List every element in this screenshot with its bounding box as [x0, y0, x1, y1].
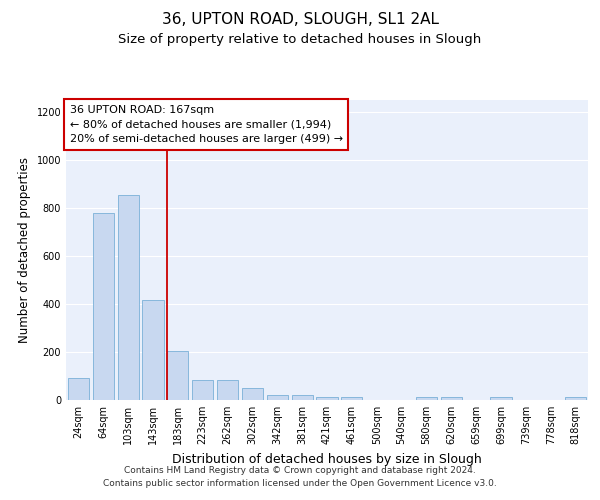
Bar	[416, 397, 437, 400]
Bar	[441, 397, 462, 400]
Text: 36 UPTON ROAD: 167sqm
← 80% of detached houses are smaller (1,994)
20% of semi-d: 36 UPTON ROAD: 167sqm ← 80% of detached …	[70, 105, 343, 144]
Text: Contains HM Land Registry data © Crown copyright and database right 2024.
Contai: Contains HM Land Registry data © Crown c…	[103, 466, 497, 487]
Bar	[565, 397, 586, 400]
Bar	[167, 351, 188, 400]
Bar	[292, 395, 313, 400]
Bar	[316, 397, 338, 400]
Bar	[217, 380, 238, 400]
Bar	[267, 395, 288, 400]
Bar	[118, 195, 139, 400]
X-axis label: Distribution of detached houses by size in Slough: Distribution of detached houses by size …	[172, 452, 482, 466]
Bar	[490, 397, 512, 400]
Bar	[68, 378, 89, 400]
Y-axis label: Number of detached properties: Number of detached properties	[18, 157, 31, 343]
Bar	[242, 388, 263, 400]
Bar	[192, 380, 213, 400]
Bar	[341, 397, 362, 400]
Bar	[93, 213, 114, 400]
Text: 36, UPTON ROAD, SLOUGH, SL1 2AL: 36, UPTON ROAD, SLOUGH, SL1 2AL	[161, 12, 439, 28]
Bar	[142, 300, 164, 400]
Text: Size of property relative to detached houses in Slough: Size of property relative to detached ho…	[118, 32, 482, 46]
